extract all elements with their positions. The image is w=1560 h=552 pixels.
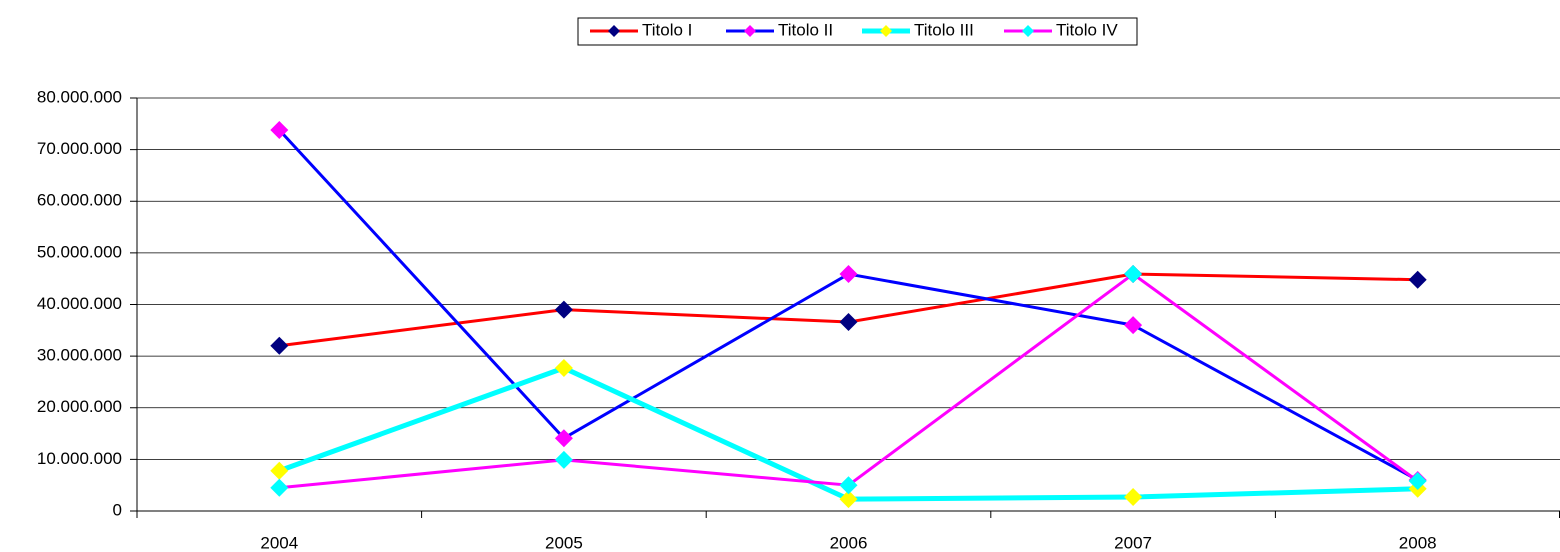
x-tick-label: 2006	[830, 533, 868, 552]
marker	[1124, 488, 1143, 507]
x-tick-label: 2005	[545, 533, 583, 552]
legend-marker	[880, 25, 892, 37]
y-tick-label: 30.000.000	[37, 346, 122, 365]
legend-marker	[608, 25, 620, 37]
marker	[1124, 316, 1143, 335]
marker	[270, 336, 289, 355]
x-tick-label: 2008	[1399, 533, 1437, 552]
series-line	[278, 128, 1419, 482]
legend-marker	[1022, 25, 1034, 37]
series-line	[279, 272, 1419, 490]
marker	[554, 450, 573, 469]
y-tick-label: 60.000.000	[37, 191, 122, 210]
marker	[270, 461, 289, 480]
marker	[839, 313, 858, 332]
y-tick-label: 10.000.000	[37, 449, 122, 468]
y-tick-label: 70.000.000	[37, 139, 122, 158]
legend-marker	[744, 25, 756, 37]
x-tick-label: 2007	[1114, 533, 1152, 552]
marker	[554, 429, 573, 448]
marker	[839, 265, 858, 284]
x-tick-label: 2004	[260, 533, 298, 552]
marker	[1124, 265, 1143, 284]
marker	[839, 490, 858, 509]
marker	[1408, 472, 1427, 491]
marker	[270, 478, 289, 497]
legend-label: Titolo IV	[1056, 20, 1118, 39]
y-tick-label: 0	[113, 500, 122, 519]
legend-label: Titolo III	[914, 20, 974, 39]
y-tick-label: 80.000.000	[37, 87, 122, 106]
marker	[839, 476, 858, 495]
legend-label: Titolo II	[778, 20, 833, 39]
legend-label: Titolo I	[642, 20, 692, 39]
marker	[270, 121, 289, 140]
y-tick-label: 20.000.000	[37, 397, 122, 416]
marker	[554, 300, 573, 319]
y-tick-label: 50.000.000	[37, 242, 122, 261]
y-tick-label: 40.000.000	[37, 294, 122, 313]
series-line	[279, 272, 1418, 348]
marker	[554, 358, 573, 377]
marker	[1408, 270, 1427, 289]
